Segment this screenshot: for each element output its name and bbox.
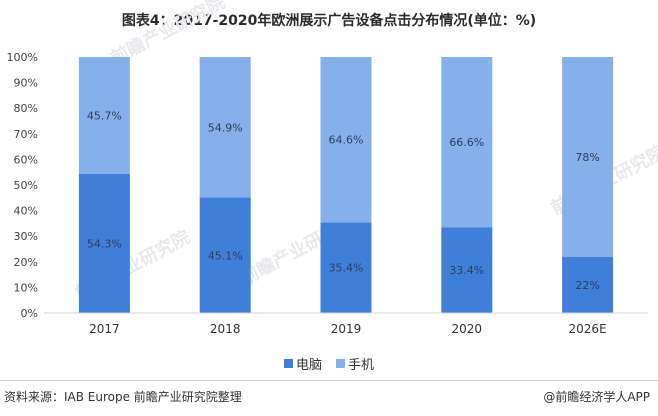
x-tick-label: 2026E (569, 322, 607, 336)
x-tick-label: 2017 (89, 322, 120, 336)
legend-swatch-pc (283, 359, 293, 368)
data-label-mobile: 66.6% (449, 136, 484, 149)
data-label-pc: 54.3% (87, 237, 122, 250)
bar-pc (441, 227, 493, 313)
x-tick-label: 2019 (331, 322, 362, 336)
y-tick-label: 60% (14, 153, 38, 166)
data-label-mobile: 45.7% (87, 109, 122, 122)
y-tick-label: 10% (14, 281, 38, 294)
bar-mobile (199, 57, 251, 198)
bar-pc (320, 222, 372, 313)
y-tick-label: 40% (14, 205, 38, 218)
legend-item-mobile: 手机 (336, 354, 374, 373)
bar-pc (199, 197, 251, 313)
bar-pc (562, 256, 614, 313)
bar-mobile (320, 57, 372, 223)
data-label-mobile: 78% (575, 151, 599, 164)
y-tick-label: 80% (14, 102, 38, 115)
legend: 电脑 手机 (0, 354, 658, 373)
y-tick-label: 100% (7, 51, 38, 64)
bar-mobile (562, 57, 614, 257)
data-label-mobile: 54.9% (208, 121, 243, 134)
y-tick-label: 70% (14, 128, 38, 141)
data-label-mobile: 64.6% (329, 134, 364, 147)
x-tick-label: 2020 (452, 322, 483, 336)
y-tick-label: 30% (14, 230, 38, 243)
data-label-pc: 35.4% (329, 262, 364, 275)
source-note: 资料来源：IAB Europe 前瞻产业研究院整理 (4, 390, 242, 404)
legend-label-pc: 电脑 (295, 358, 322, 373)
y-tick-label: 50% (14, 179, 38, 192)
legend-label-mobile: 手机 (348, 358, 375, 373)
bar-mobile (78, 57, 130, 174)
data-label-pc: 33.4% (449, 264, 484, 277)
bar-mobile (441, 57, 493, 228)
y-tick-label: 90% (14, 77, 38, 90)
x-tick-label: 2018 (210, 322, 241, 336)
legend-item-pc: 电脑 (283, 354, 322, 373)
y-tick-label: 0% (21, 307, 38, 320)
bar-pc (78, 173, 130, 313)
data-label-pc: 22% (575, 279, 599, 292)
chart-title: 图表4：2017-2020年欧洲展示广告设备点击分布情况(单位：%) (121, 13, 537, 29)
footer-divider (0, 380, 658, 381)
legend-swatch-mobile (336, 359, 345, 368)
data-label-pc: 45.1% (208, 249, 243, 262)
y-tick-label: 20% (14, 256, 38, 269)
brand-credit: @前瞻经济学人APP (543, 390, 650, 404)
